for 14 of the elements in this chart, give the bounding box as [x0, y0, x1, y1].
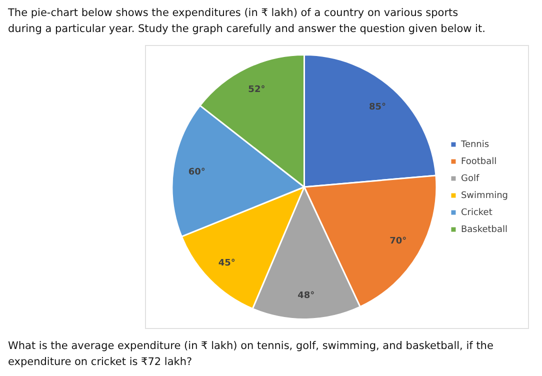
data-label: 52° [248, 84, 266, 95]
chart-title: The pie-chart below shows the expenditures (in ₹ lakh) of a country on various sports during a particular year. Study the graph carefully and answer the question given below it. [8, 6, 486, 37]
data-label: 60° [188, 167, 206, 178]
data-label: 45° [218, 258, 236, 268]
legend-label: Basketball [460, 224, 508, 235]
legend-label: Swimming [460, 190, 508, 201]
data-label: 48° [298, 290, 315, 301]
legend-label: Football [460, 156, 497, 167]
legend-label: Golf [460, 174, 480, 184]
legend-label: Tennis [460, 140, 490, 150]
text: What is the average expenditure (in ₹ lakh) on tennis, golf, swimming, and basketball, if the expenditure on cricket is ₹72 lakh? [8, 339, 494, 370]
data-label: 85° [368, 102, 386, 112]
data-label: 70° [390, 236, 407, 247]
legend-label: Cricket [460, 208, 493, 218]
